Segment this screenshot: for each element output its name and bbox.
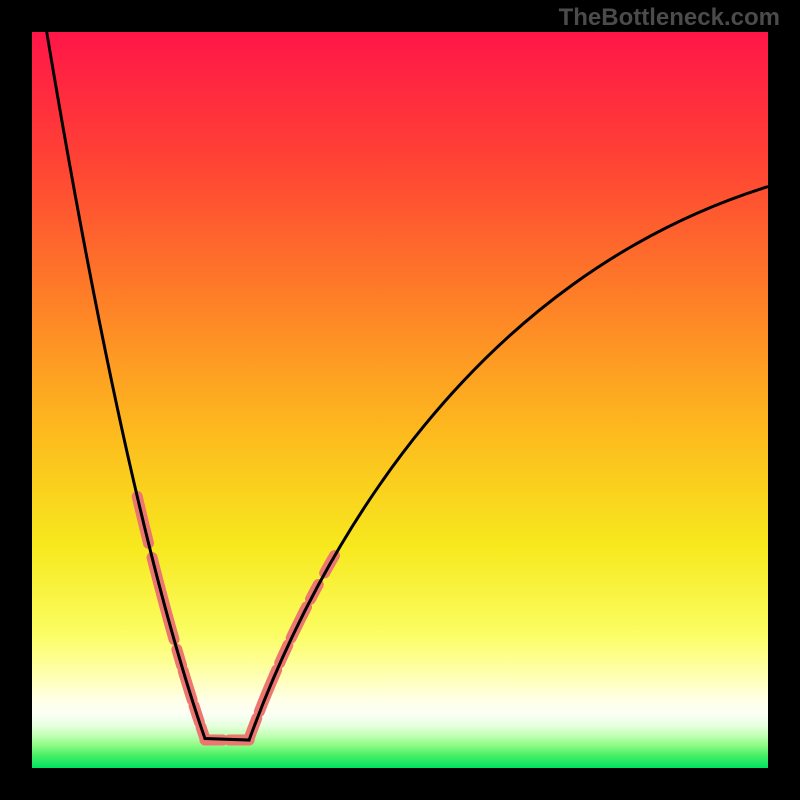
chart-svg [32, 32, 768, 768]
frame-right [768, 0, 800, 800]
frame-bottom [0, 768, 800, 800]
frame-left [0, 0, 32, 800]
gradient-background [32, 32, 768, 768]
watermark-text: TheBottleneck.com [559, 4, 780, 32]
chart-plot [32, 32, 768, 768]
